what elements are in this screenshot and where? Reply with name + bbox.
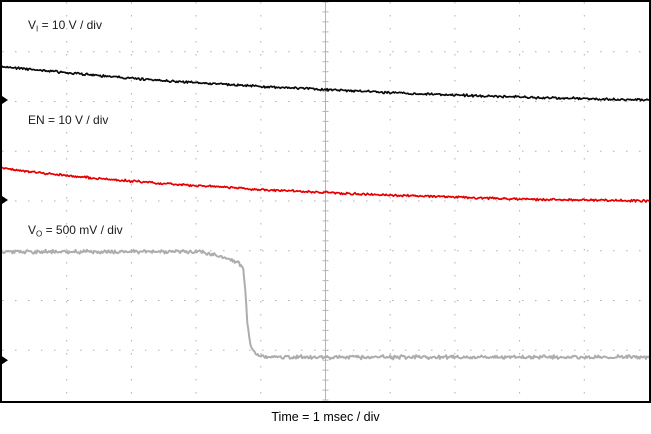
channel-marker (2, 196, 8, 204)
trace2-label: EN = 10 V / div (28, 113, 108, 127)
x-axis-label: Time = 1 msec / div (271, 410, 380, 424)
trace-en (1, 166, 650, 203)
edge-markers (2, 96, 8, 365)
traces (1, 65, 650, 361)
trace3-label-suffix: = 500 mV / div (42, 223, 122, 237)
trace2-label-suffix: = 10 V / div (45, 113, 109, 127)
trace1-label-prefix: V (28, 18, 36, 32)
center-axis (322, 1, 329, 401)
trace1-label: VI = 10 V / div (28, 18, 102, 34)
trace3-label-sub: O (36, 230, 42, 239)
trace3-label-prefix: V (28, 223, 36, 237)
channel-marker (2, 96, 8, 104)
plot-border (0, 0, 651, 403)
channel-marker (2, 356, 8, 365)
trace1-label-sub: I (36, 25, 38, 34)
trace1-label-suffix: = 10 V / div (38, 18, 102, 32)
trace2-label-prefix: EN (28, 113, 45, 127)
trace-vi (1, 65, 650, 102)
grid (2, 2, 649, 400)
trace3-label: VO = 500 mV / div (28, 223, 123, 239)
trace-vo (1, 248, 650, 361)
scope-plot: VI = 10 V / div EN = 10 V / div VO = 500… (0, 0, 651, 403)
